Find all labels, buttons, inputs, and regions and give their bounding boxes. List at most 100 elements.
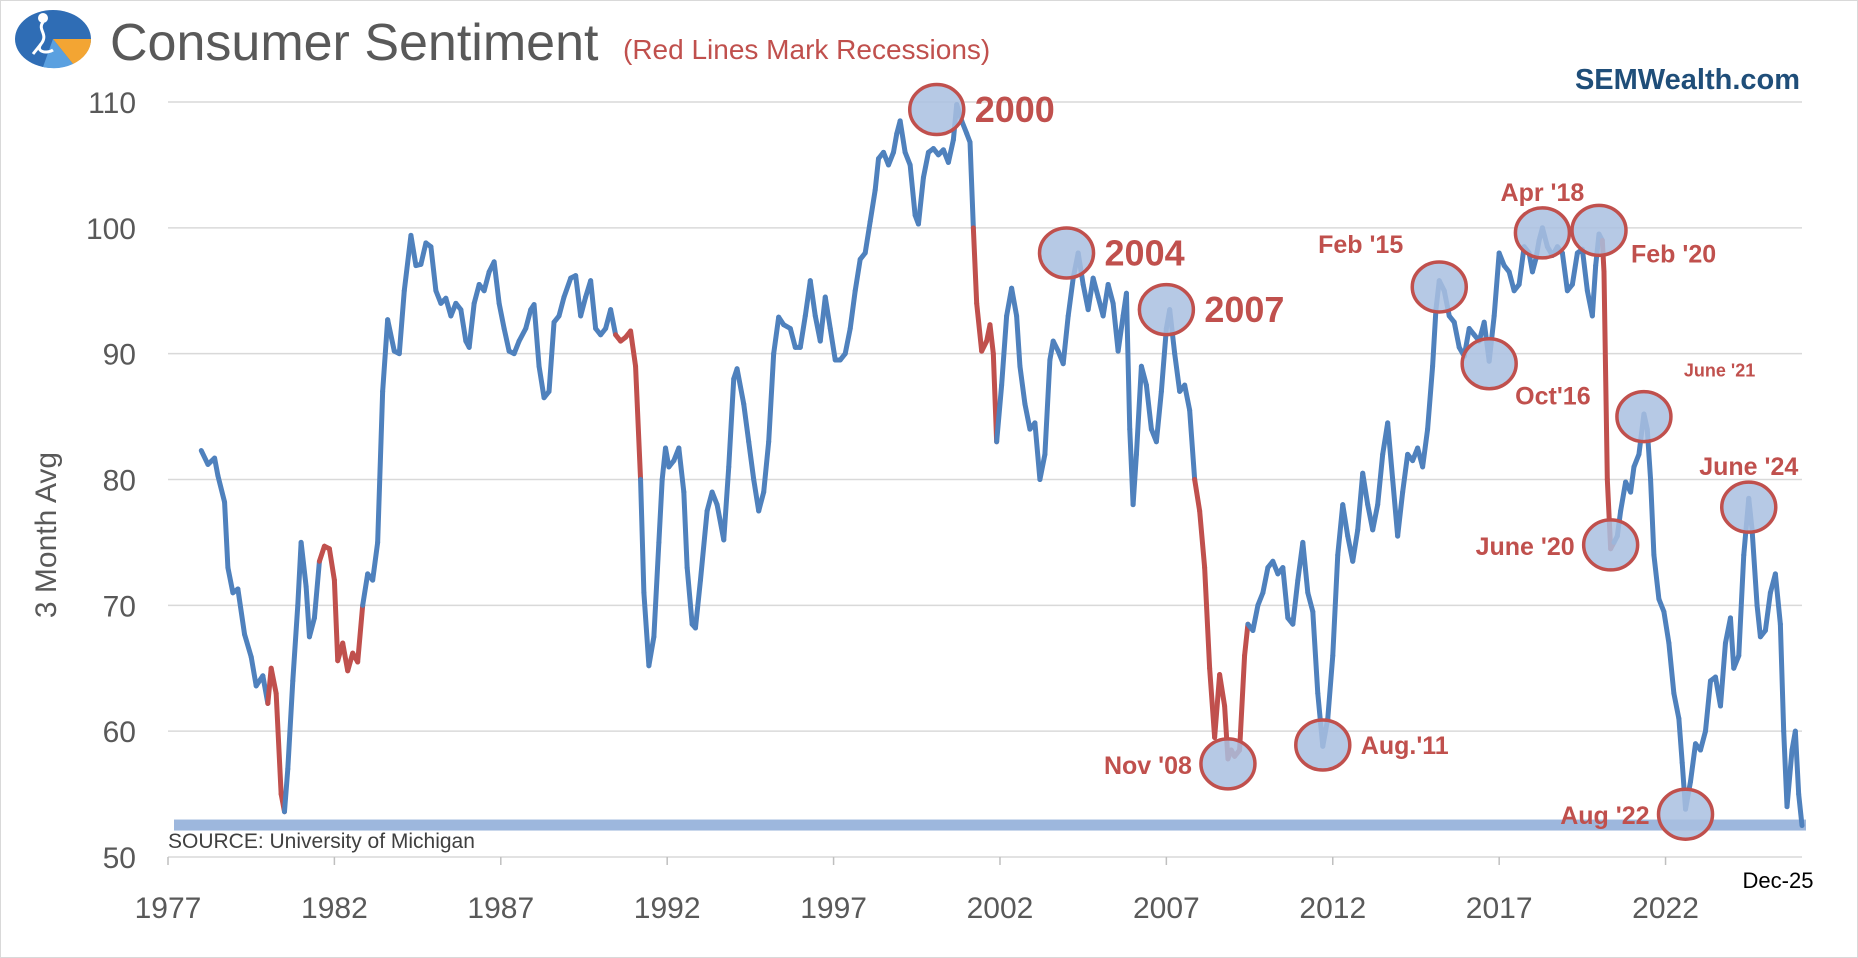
series-segment — [994, 382, 1005, 445]
annotation-circle — [907, 82, 966, 137]
annotation-circle — [1460, 336, 1518, 391]
series-segment — [1784, 747, 1795, 810]
series-segment — [920, 149, 931, 180]
series-segment — [1666, 640, 1677, 696]
series-segment — [408, 232, 419, 269]
series-segment — [290, 602, 301, 684]
series-segment — [641, 590, 652, 669]
y-tick-label: 60 — [103, 716, 136, 749]
series-segment — [248, 654, 259, 689]
series-segment — [1187, 407, 1198, 482]
series-segment — [471, 281, 482, 306]
series-segment — [1037, 451, 1048, 482]
annotation-label: Aug '22 — [1560, 802, 1649, 830]
annotation-labels: 2000 2004 2007 Nov '08 Aug.'11 Feb '15 Oct'16 A… — [975, 89, 1799, 830]
series-segment — [872, 156, 882, 193]
series-segment — [273, 690, 284, 797]
x-tick-label: 1997 — [800, 892, 867, 925]
series-segment — [1202, 565, 1213, 671]
annotation-circles — [907, 82, 1778, 841]
annotation-label: June '21 — [1684, 361, 1755, 381]
series-segment — [1360, 470, 1371, 508]
series-segment — [556, 294, 567, 319]
series-segment — [867, 187, 878, 225]
series-segment — [1754, 602, 1763, 640]
last-date-label: Dec-25 — [1743, 868, 1814, 893]
chart-subtitle: (Red Lines Mark Recessions) — [623, 34, 991, 65]
series-segment — [628, 328, 639, 369]
series-segment — [1451, 319, 1462, 350]
series-segment — [766, 351, 777, 445]
series-segment — [546, 319, 557, 394]
series-segment — [1138, 363, 1149, 388]
series-segment — [1340, 502, 1351, 539]
series-segment — [787, 326, 798, 350]
series-segment — [827, 326, 838, 363]
series-segment — [370, 539, 381, 583]
series-segment — [1325, 653, 1336, 722]
series-segment — [573, 273, 584, 319]
y-tick-label: 90 — [103, 339, 136, 372]
series-segment — [633, 363, 644, 482]
series-segment — [1009, 285, 1020, 319]
series-segment — [741, 401, 752, 445]
series-segment — [1065, 275, 1076, 319]
grid-lines — [168, 101, 1802, 858]
x-tick-label: 2002 — [967, 892, 1034, 925]
series-segment — [684, 565, 695, 627]
series-segment — [1420, 426, 1431, 470]
series-segment — [306, 615, 317, 640]
series-segment — [945, 137, 956, 165]
series-segment — [967, 139, 976, 231]
series-segment — [578, 294, 589, 319]
series-segment — [1395, 489, 1406, 539]
series-segment — [458, 307, 469, 344]
series-segment — [1310, 609, 1321, 696]
series-segment — [1217, 672, 1228, 709]
series-segment — [1661, 609, 1672, 646]
series-segment — [1688, 741, 1699, 784]
x-tick-label: 2012 — [1299, 892, 1366, 925]
annotation-label: Oct'16 — [1515, 383, 1590, 411]
annotation-label: 2000 — [975, 89, 1055, 130]
series-segment — [1123, 290, 1133, 432]
series-segment — [862, 219, 873, 256]
series-segment — [316, 543, 327, 564]
series-segment — [428, 244, 439, 294]
series-segment — [1651, 552, 1662, 602]
series-segment — [807, 278, 818, 319]
x-tick-label: 1982 — [301, 892, 368, 925]
series-segment — [268, 665, 279, 696]
series-segment — [1559, 250, 1570, 294]
series-segment — [501, 326, 512, 354]
series-segment — [1305, 590, 1316, 615]
series-segment — [646, 634, 657, 669]
x-tick-label: 2007 — [1133, 892, 1200, 925]
annotation-label: Apr '18 — [1501, 179, 1585, 207]
series-segment — [355, 602, 366, 665]
source-band-bar — [174, 819, 1806, 831]
y-tick-label: 110 — [88, 87, 136, 120]
series-segment — [1618, 479, 1629, 514]
series-segment — [1792, 728, 1802, 797]
series-segment — [1115, 313, 1126, 354]
series-segment — [1375, 451, 1386, 508]
series-segment — [1237, 653, 1248, 753]
series-segment — [987, 322, 996, 357]
series-segment — [1628, 464, 1637, 495]
series-segment — [915, 175, 926, 227]
series-segment — [491, 259, 502, 306]
series-segment — [496, 300, 507, 331]
series-segment — [1153, 388, 1164, 445]
x-tick-label: 1977 — [135, 892, 202, 925]
series-segment — [1749, 527, 1760, 608]
annotation-circle — [1037, 226, 1096, 280]
series-segment — [1172, 351, 1183, 394]
chart-title: Consumer Sentiment — [110, 14, 599, 72]
series-segment — [1777, 621, 1787, 734]
series-segment — [298, 539, 309, 589]
series-segment — [847, 288, 858, 331]
annotation-circle — [1570, 203, 1628, 258]
series-segment — [1727, 615, 1737, 671]
